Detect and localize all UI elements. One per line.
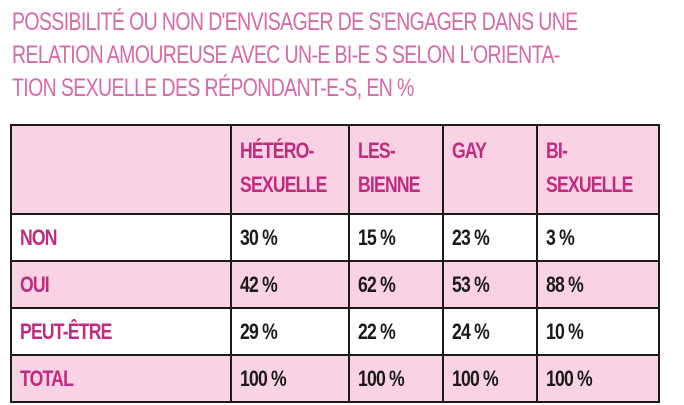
- header-heterosexuelle-line1: HÉTÉRO-: [240, 138, 314, 163]
- cell-oui-lesbienne-value: 62 %: [358, 271, 396, 297]
- cell-non-lesbienne: 15 %: [348, 213, 444, 262]
- cell-total-bisexuelle: 100 %: [536, 354, 660, 403]
- cell-oui-bisexuelle: 88 %: [536, 260, 660, 309]
- header-heterosexuelle: HÉTÉRO- SEXUELLE: [230, 124, 350, 215]
- header-lesbienne: LES- BIENNE: [348, 124, 444, 215]
- row-label-non: NON: [10, 213, 232, 262]
- cell-peut-etre-gay: 24 %: [442, 307, 538, 356]
- header-row: HÉTÉRO- SEXUELLE LES- BIENNE GAY BI- SEXUEL…: [10, 124, 660, 215]
- cell-peut-etre-lesbienne-value: 22 %: [358, 318, 396, 344]
- cell-total-gay-value: 100 %: [452, 365, 499, 391]
- row-label-peut-etre-text: PEUT-ÊTRE: [20, 318, 112, 344]
- cell-peut-etre-heterosexuelle-value: 29 %: [240, 318, 278, 344]
- header-heterosexuelle-line2: SEXUELLE: [240, 172, 327, 197]
- header-bisexuelle-line2: SEXUELLE: [546, 172, 633, 197]
- cell-oui-gay-value: 53 %: [452, 271, 490, 297]
- cell-non-lesbienne-value: 15 %: [358, 224, 396, 250]
- row-label-oui: OUI: [10, 260, 232, 309]
- header-gay: GAY: [442, 124, 538, 215]
- row-label-total: TOTAL: [10, 354, 232, 403]
- cell-non-gay: 23 %: [442, 213, 538, 262]
- cell-peut-etre-lesbienne: 22 %: [348, 307, 444, 356]
- cell-oui-heterosexuelle: 42 %: [230, 260, 350, 309]
- cell-non-bisexuelle: 3 %: [536, 213, 660, 262]
- header-lesbienne-line2: BIENNE: [358, 172, 421, 197]
- cell-total-gay: 100 %: [442, 354, 538, 403]
- row-label-peut-etre: PEUT-ÊTRE: [10, 307, 232, 356]
- cell-total-heterosexuelle-value: 100 %: [240, 365, 287, 391]
- cell-oui-gay: 53 %: [442, 260, 538, 309]
- data-table: HÉTÉRO- SEXUELLE LES- BIENNE GAY BI- SEXUEL…: [10, 124, 660, 403]
- chart-title: POSSIBILITÉ OU NON D'ENVISAGER DE S'ENGA…: [12, 6, 672, 105]
- cell-non-heterosexuelle-value: 30 %: [240, 224, 278, 250]
- table-row-peut-etre: PEUT-ÊTRE 29 % 22 % 24 % 10 %: [10, 307, 660, 356]
- cell-non-gay-value: 23 %: [452, 224, 490, 250]
- row-label-total-text: TOTAL: [20, 365, 74, 391]
- row-label-non-text: NON: [20, 224, 58, 250]
- cell-total-lesbienne-value: 100 %: [358, 365, 405, 391]
- title-line-1: POSSIBILITÉ OU NON D'ENVISAGER DE S'ENGA…: [12, 8, 578, 36]
- cell-oui-lesbienne: 62 %: [348, 260, 444, 309]
- cell-peut-etre-heterosexuelle: 29 %: [230, 307, 350, 356]
- cell-non-heterosexuelle: 30 %: [230, 213, 350, 262]
- row-label-oui-text: OUI: [20, 271, 50, 297]
- title-line-3: TION SEXUELLE DES RÉPONDANT-E-S, EN %: [12, 74, 414, 102]
- cell-non-bisexuelle-value: 3 %: [546, 224, 575, 250]
- table-row-oui: OUI 42 % 62 % 53 % 88 %: [10, 260, 660, 309]
- cell-peut-etre-bisexuelle: 10 %: [536, 307, 660, 356]
- header-lesbienne-line1: LES-: [358, 138, 396, 163]
- title-line-2: RELATION AMOUREUSE AVEC UN-E BI-E S SELO…: [12, 41, 560, 69]
- cell-oui-bisexuelle-value: 88 %: [546, 271, 584, 297]
- header-bisexuelle: BI- SEXUELLE: [536, 124, 660, 215]
- header-corner-cell: [10, 124, 232, 215]
- header-gay-line1: GAY: [452, 138, 487, 163]
- cell-total-heterosexuelle: 100 %: [230, 354, 350, 403]
- table-row-total: TOTAL 100 % 100 % 100 % 100 %: [10, 354, 660, 403]
- cell-peut-etre-gay-value: 24 %: [452, 318, 490, 344]
- cell-oui-heterosexuelle-value: 42 %: [240, 271, 278, 297]
- header-bisexuelle-line1: BI-: [546, 138, 568, 163]
- table-row-non: NON 30 % 15 % 23 % 3 %: [10, 213, 660, 262]
- cell-peut-etre-bisexuelle-value: 10 %: [546, 318, 584, 344]
- cell-total-bisexuelle-value: 100 %: [546, 365, 593, 391]
- cell-total-lesbienne: 100 %: [348, 354, 444, 403]
